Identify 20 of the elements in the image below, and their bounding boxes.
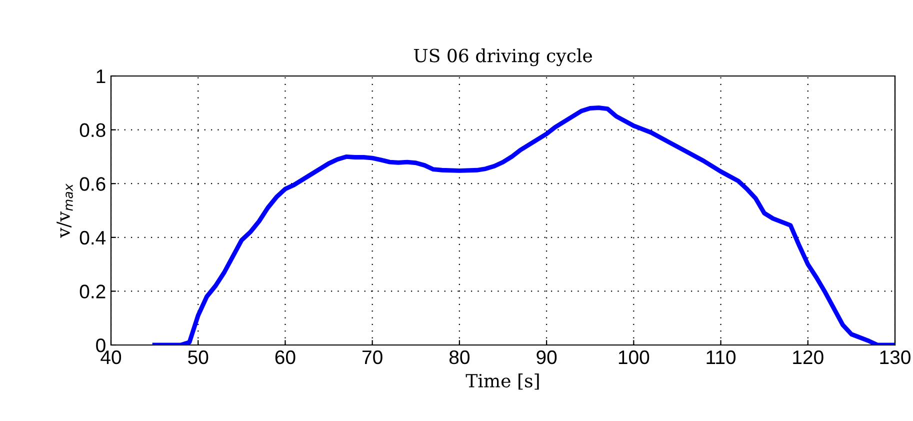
chart-title: US 06 driving cycle xyxy=(414,48,592,66)
line-series xyxy=(152,106,895,345)
x-tick-label: 100 xyxy=(618,350,650,364)
y-tick-label: 0.6 xyxy=(80,177,106,191)
y-axis-title: v/v$_{max}$ xyxy=(56,184,73,238)
x-tick-label: 120 xyxy=(793,350,824,364)
x-axis-title: Time [s] xyxy=(466,374,539,390)
y-tick-label: 0.8 xyxy=(80,123,106,138)
y-tick-label: 0 xyxy=(96,338,106,352)
x-tick-label: 60 xyxy=(275,350,296,364)
x-tick-label: 80 xyxy=(449,350,470,364)
x-tick-label: 110 xyxy=(706,350,736,364)
x-tick-label: 70 xyxy=(362,350,382,364)
x-tick-label: 40 xyxy=(100,350,122,364)
y-tick-label: 1 xyxy=(96,70,106,84)
y-tick-label: 0.2 xyxy=(80,284,106,298)
x-tick-label: 50 xyxy=(188,350,208,364)
x-tick-label: 90 xyxy=(536,350,557,364)
x-tick-label: 130 xyxy=(880,350,910,364)
y-tick-label: 0.4 xyxy=(80,230,106,245)
